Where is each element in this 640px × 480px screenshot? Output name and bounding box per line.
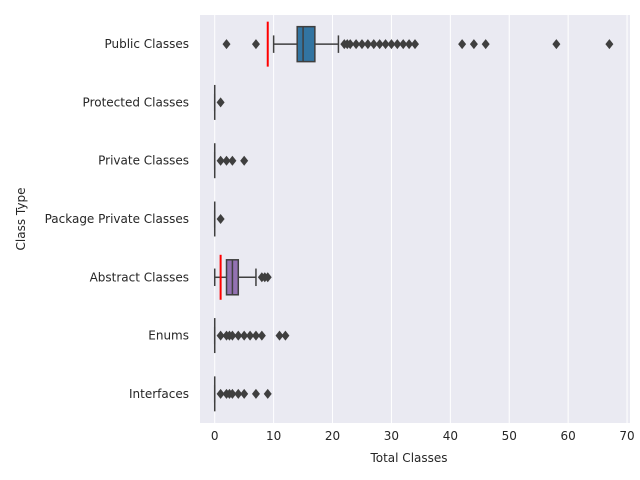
outlier-point (257, 330, 266, 341)
outlier-point (246, 330, 255, 341)
outlier-point (251, 330, 260, 341)
outlier-point (605, 39, 614, 50)
box-group (213, 318, 290, 354)
outlier-point (263, 388, 272, 399)
y-axis-title: Class Type (14, 188, 28, 251)
y-tick-label: Package Private Classes (45, 212, 189, 226)
x-tick-label: 50 (502, 429, 517, 443)
outlier-point (216, 97, 225, 108)
outlier-point (240, 330, 249, 341)
outlier-point (234, 388, 243, 399)
outlier-point (369, 39, 378, 50)
outlier-point (251, 388, 260, 399)
x-tick-label: 70 (619, 429, 634, 443)
outlier-point (222, 39, 231, 50)
outlier-point (552, 39, 561, 50)
box-group (213, 84, 225, 120)
outlier-point (275, 330, 284, 341)
outlier-point (216, 330, 225, 341)
outlier-point (469, 39, 478, 50)
outlier-point (228, 330, 237, 341)
outlier-point (363, 39, 372, 50)
outlier-point (393, 39, 402, 50)
outlier-point (381, 39, 390, 50)
x-axis-ticks: 0 10 20 30 40 50 60 70 (211, 429, 635, 443)
x-tick-label: 20 (325, 429, 340, 443)
x-tick-label: 40 (443, 429, 458, 443)
x-tick-label: 0 (211, 429, 219, 443)
outlier-point (411, 39, 419, 50)
outlier-point (240, 388, 249, 399)
outlier-point (387, 39, 396, 50)
y-tick-label: Abstract Classes (90, 270, 189, 284)
box (296, 25, 316, 63)
outlier-point (263, 272, 272, 283)
box-group (213, 376, 272, 412)
outlier-point (228, 388, 237, 399)
x-tick-label: 10 (266, 429, 281, 443)
outlier-point (405, 39, 414, 50)
outlier-point (357, 39, 366, 50)
x-axis-title: Total Classes (369, 451, 447, 465)
x-tick-label: 60 (561, 429, 576, 443)
outlier-point (375, 39, 384, 50)
outlier-point (228, 155, 237, 166)
y-tick-label: Protected Classes (83, 95, 189, 109)
outlier-point (251, 39, 260, 50)
box-group (213, 201, 225, 237)
y-tick-label: Interfaces (129, 387, 189, 401)
y-axis-ticks: Public Classes Protected Classes Private C… (45, 37, 189, 401)
box-group (213, 254, 272, 300)
outlier-point (481, 39, 490, 50)
outlier-point (234, 330, 243, 341)
x-tick-label: 30 (384, 429, 399, 443)
grid-lines (214, 15, 628, 423)
outlier-point (346, 39, 355, 50)
plot-background (200, 15, 630, 423)
outlier-point (399, 39, 408, 50)
outlier-point (240, 155, 249, 166)
y-tick-label: Private Classes (98, 154, 189, 168)
outlier-point (216, 155, 225, 166)
box-group (222, 21, 614, 67)
y-tick-label: Public Classes (104, 37, 189, 51)
outlier-point (281, 330, 290, 341)
outlier-point (458, 39, 467, 50)
box-group (213, 143, 249, 179)
outlier-point (222, 155, 231, 166)
boxes-layer (213, 21, 614, 412)
outlier-point (216, 388, 225, 399)
outlier-point (216, 214, 225, 224)
outlier-point (352, 39, 361, 50)
y-tick-label: Enums (148, 329, 189, 343)
